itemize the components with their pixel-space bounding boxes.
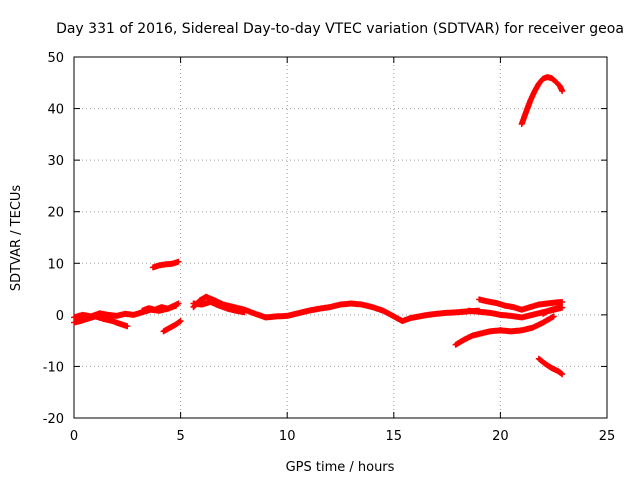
- y-tick-label: 20: [47, 206, 64, 221]
- y-tick-label: -20: [43, 412, 64, 427]
- data-points: [71, 74, 566, 378]
- series-tail-down: [540, 304, 564, 317]
- x-tick-label: 20: [492, 429, 509, 444]
- series-marks: [262, 300, 406, 324]
- series-arc-high: [518, 74, 566, 127]
- series-marks: [535, 355, 566, 378]
- series-marks: [452, 327, 504, 348]
- series-arc-10: [149, 258, 182, 271]
- y-tick-label: 10: [47, 257, 64, 272]
- series-tail-neg: [535, 355, 566, 378]
- series-mid: [262, 300, 406, 324]
- y-tick-label: -10: [43, 360, 64, 375]
- series-marks: [139, 300, 182, 314]
- series-marks: [149, 258, 182, 271]
- series-marks: [518, 74, 566, 127]
- series-hump-6b: [190, 299, 248, 316]
- x-tick-label: 25: [599, 429, 616, 444]
- x-tick-label: 10: [279, 429, 296, 444]
- series-low-rise: [452, 327, 504, 348]
- series-marks: [160, 318, 184, 335]
- series-main-upper: [139, 300, 182, 314]
- series-marks: [476, 296, 566, 313]
- x-tick-label: 15: [386, 429, 403, 444]
- y-axis-label: SDTVAR / TECUs: [9, 185, 24, 292]
- x-tick-label: 0: [70, 429, 78, 444]
- x-axis-label: GPS time / hours: [286, 460, 395, 475]
- ticks: 0 5 10 15 20 25 -20 -10 0 10 20 30 40 50: [43, 51, 616, 444]
- series-marks: [540, 304, 564, 317]
- y-tick-label: 0: [56, 309, 64, 324]
- y-tick-label: 30: [47, 154, 64, 169]
- x-tick-label: 5: [176, 429, 184, 444]
- series-low-flat: [497, 313, 557, 335]
- y-tick-label: 50: [47, 51, 64, 66]
- series-seg-neg: [160, 318, 184, 335]
- series-marks: [497, 313, 557, 335]
- y-tick-label: 40: [47, 103, 64, 118]
- series-marks: [190, 299, 248, 316]
- series-upper-19: [476, 296, 566, 313]
- plot-frame: [73, 56, 608, 419]
- chart-title: Day 331 of 2016, Sidereal Day-to-day VTE…: [56, 21, 624, 37]
